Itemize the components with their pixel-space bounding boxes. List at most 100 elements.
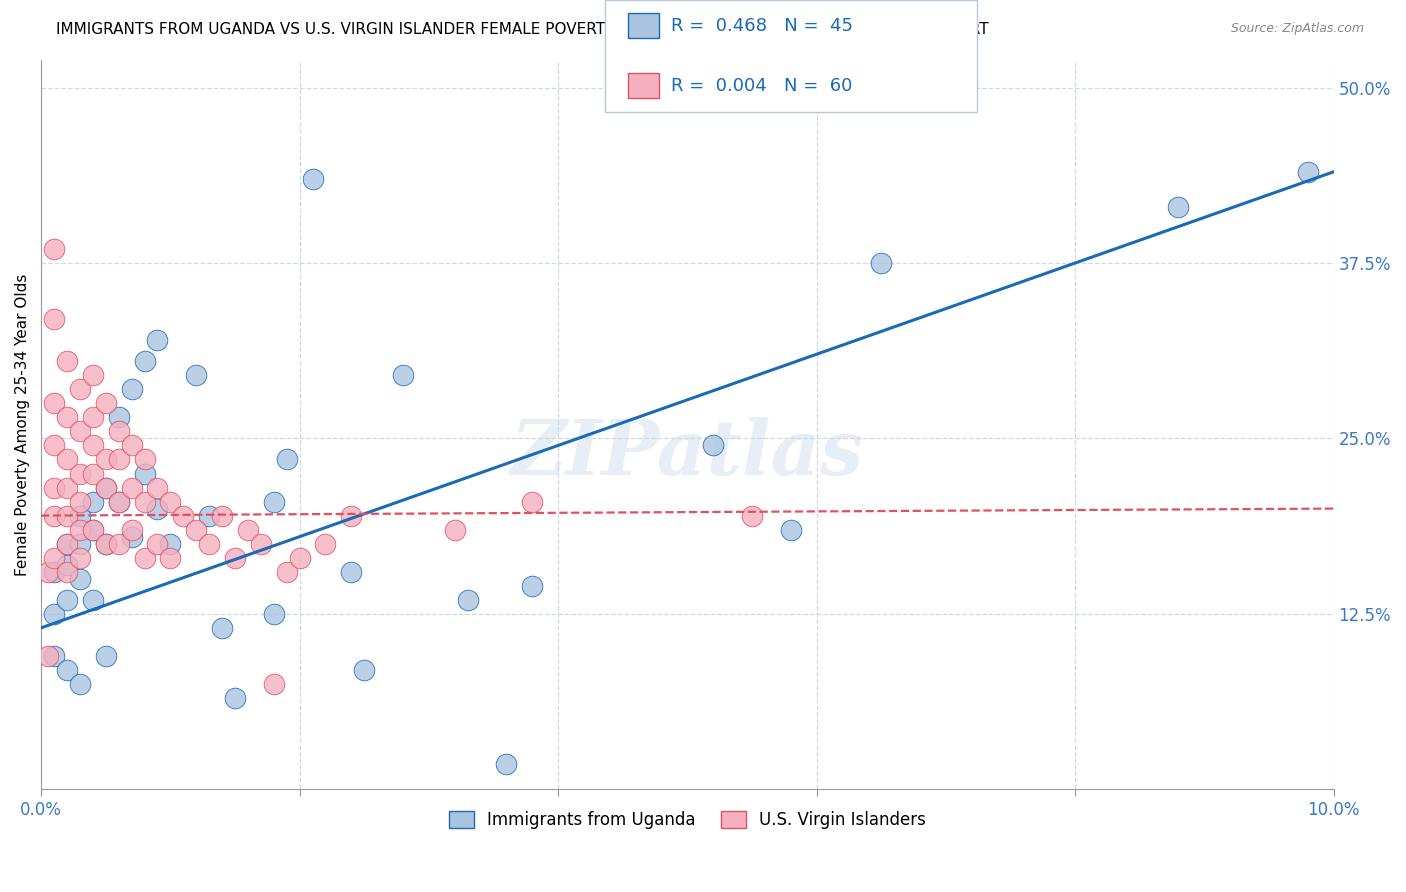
Point	[56, 508, 79, 523]
Point	[288, 550, 311, 565]
Point	[107, 452, 129, 467]
Point	[42, 607, 65, 621]
Point	[495, 756, 517, 771]
Point	[392, 368, 415, 383]
Point	[198, 537, 221, 551]
Point	[250, 537, 273, 551]
Point	[146, 333, 169, 347]
Point	[263, 677, 285, 691]
Point	[94, 396, 117, 410]
Point	[94, 537, 117, 551]
Point	[107, 425, 129, 439]
Point	[94, 452, 117, 467]
Point	[236, 523, 259, 537]
Point	[301, 172, 323, 186]
Point	[69, 382, 91, 396]
Point	[69, 677, 91, 691]
Point	[82, 438, 104, 452]
Point	[121, 481, 143, 495]
Point	[107, 537, 129, 551]
Point	[146, 501, 169, 516]
Point	[134, 494, 156, 508]
Point	[56, 452, 79, 467]
Point	[69, 425, 91, 439]
Point	[56, 537, 79, 551]
Point	[69, 467, 91, 481]
Point	[159, 537, 181, 551]
Text: R =  0.468   N =  45: R = 0.468 N = 45	[671, 17, 852, 35]
Point	[134, 452, 156, 467]
Point	[121, 530, 143, 544]
Point	[172, 508, 194, 523]
Point	[107, 494, 129, 508]
Point	[42, 438, 65, 452]
Point	[146, 537, 169, 551]
Point	[340, 508, 363, 523]
Point	[870, 256, 893, 270]
Point	[224, 691, 246, 706]
Point	[94, 481, 117, 495]
Point	[159, 550, 181, 565]
Point	[94, 648, 117, 663]
Point	[198, 508, 221, 523]
Point	[69, 550, 91, 565]
Point	[146, 481, 169, 495]
Point	[82, 494, 104, 508]
Point	[1167, 200, 1189, 214]
Point	[779, 523, 801, 537]
Point	[1296, 165, 1319, 179]
Point	[224, 550, 246, 565]
Text: IMMIGRANTS FROM UGANDA VS U.S. VIRGIN ISLANDER FEMALE POVERTY AMONG 25-34 YEAR O: IMMIGRANTS FROM UGANDA VS U.S. VIRGIN IS…	[56, 22, 988, 37]
Point	[69, 523, 91, 537]
Point	[37, 648, 59, 663]
Point	[186, 368, 208, 383]
Point	[263, 494, 285, 508]
Point	[69, 494, 91, 508]
Point	[42, 481, 65, 495]
Point	[56, 537, 79, 551]
Point	[69, 572, 91, 586]
Point	[134, 354, 156, 368]
Point	[457, 592, 479, 607]
Point	[56, 410, 79, 425]
Point	[42, 312, 65, 326]
Point	[276, 565, 298, 579]
Point	[56, 592, 79, 607]
Point	[340, 565, 363, 579]
Point	[56, 663, 79, 677]
Point	[211, 621, 233, 635]
Point	[56, 558, 79, 572]
Point	[186, 523, 208, 537]
Point	[42, 565, 65, 579]
Point	[56, 354, 79, 368]
Point	[69, 537, 91, 551]
Point	[82, 467, 104, 481]
Y-axis label: Female Poverty Among 25-34 Year Olds: Female Poverty Among 25-34 Year Olds	[15, 273, 30, 575]
Point	[107, 494, 129, 508]
Text: R =  0.004   N =  60: R = 0.004 N = 60	[671, 77, 852, 95]
Point	[134, 550, 156, 565]
Point	[42, 508, 65, 523]
Point	[56, 565, 79, 579]
Point	[69, 508, 91, 523]
Point	[314, 537, 336, 551]
Point	[121, 438, 143, 452]
Point	[702, 438, 724, 452]
Point	[42, 648, 65, 663]
Point	[42, 242, 65, 256]
Point	[82, 592, 104, 607]
Point	[42, 550, 65, 565]
Point	[522, 494, 544, 508]
Text: ZIPatlas: ZIPatlas	[510, 417, 863, 491]
Point	[741, 508, 763, 523]
Point	[94, 537, 117, 551]
Point	[94, 481, 117, 495]
Point	[82, 368, 104, 383]
Point	[443, 523, 465, 537]
Point	[82, 523, 104, 537]
Text: Source: ZipAtlas.com: Source: ZipAtlas.com	[1230, 22, 1364, 36]
Point	[159, 494, 181, 508]
Point	[56, 481, 79, 495]
Point	[42, 396, 65, 410]
Point	[107, 410, 129, 425]
